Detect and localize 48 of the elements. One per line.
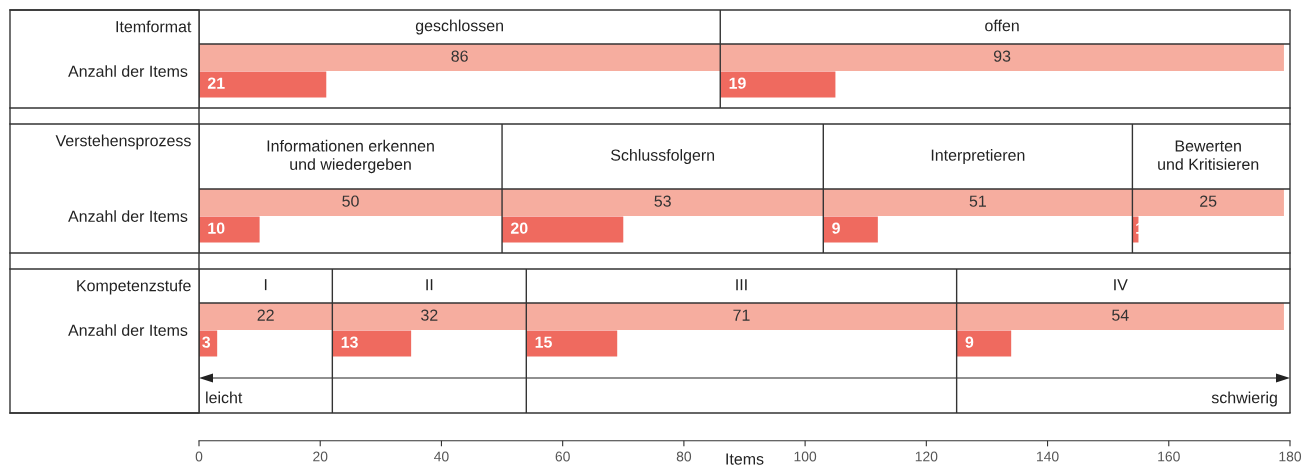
data-label: 71 — [733, 309, 750, 321]
series-label: Schlussfolgern — [611, 149, 715, 164]
y-tick-label: Anzahl der Items — [68, 65, 188, 77]
x-tick-label: 180 — [1279, 451, 1302, 462]
x-tick-label: 80 — [676, 451, 692, 462]
x-tick-label: 40 — [434, 451, 449, 462]
data-label: 25 — [1200, 195, 1217, 207]
data-label: 21 — [207, 77, 225, 89]
data-label: 22 — [257, 309, 274, 321]
data-label: 32 — [421, 309, 438, 321]
data-label: 9 — [832, 222, 840, 234]
y-tick-label: Anzahl der Items — [68, 324, 188, 336]
series-label: Bewerten und Kritisieren — [1158, 140, 1259, 170]
x-tick-label: 120 — [915, 451, 938, 462]
x-tick-label: 100 — [794, 451, 817, 462]
series-label: II — [426, 279, 433, 291]
series-label: IV — [1114, 279, 1128, 291]
y-tick-label: Anzahl der Items — [68, 210, 188, 222]
series-label: Interpretieren — [931, 149, 1025, 164]
data-label: 9 — [965, 336, 974, 348]
text: Itemformat — [116, 20, 192, 33]
series-label: offen — [985, 19, 1019, 32]
x-axis-title: Items — [726, 453, 764, 465]
data-label: 20 — [510, 222, 528, 234]
x-tick-label: 20 — [313, 451, 328, 462]
x-tick-label: 140 — [1037, 451, 1059, 462]
text: Kompetenzstufe — [77, 279, 191, 295]
series-label: III — [736, 279, 747, 291]
annotation: leicht — [206, 391, 243, 404]
series-label: I — [264, 279, 267, 291]
series-label: Informationen erkennen und wiedergeben — [267, 139, 434, 174]
x-tick-label: 160 — [1158, 451, 1180, 462]
data-label: 86 — [451, 50, 468, 62]
data-label: 19 — [729, 77, 746, 89]
data-label: 93 — [993, 50, 1011, 62]
series-label: geschlossen — [415, 19, 503, 35]
data-label: 50 — [342, 195, 359, 207]
data-label: 54 — [1112, 309, 1129, 321]
data-label: 15 — [535, 336, 552, 348]
data-label: 10 — [208, 222, 225, 234]
data-label: 53 — [654, 195, 671, 207]
annotation: schwierig — [1211, 391, 1277, 407]
data-label: 13 — [341, 336, 358, 348]
x-tick-label: 60 — [555, 451, 570, 462]
text: Verstehensprozess — [55, 134, 191, 150]
data-label: 3 — [202, 336, 211, 348]
x-tick-label: 0 — [195, 451, 203, 462]
data-label: 51 — [969, 195, 986, 207]
